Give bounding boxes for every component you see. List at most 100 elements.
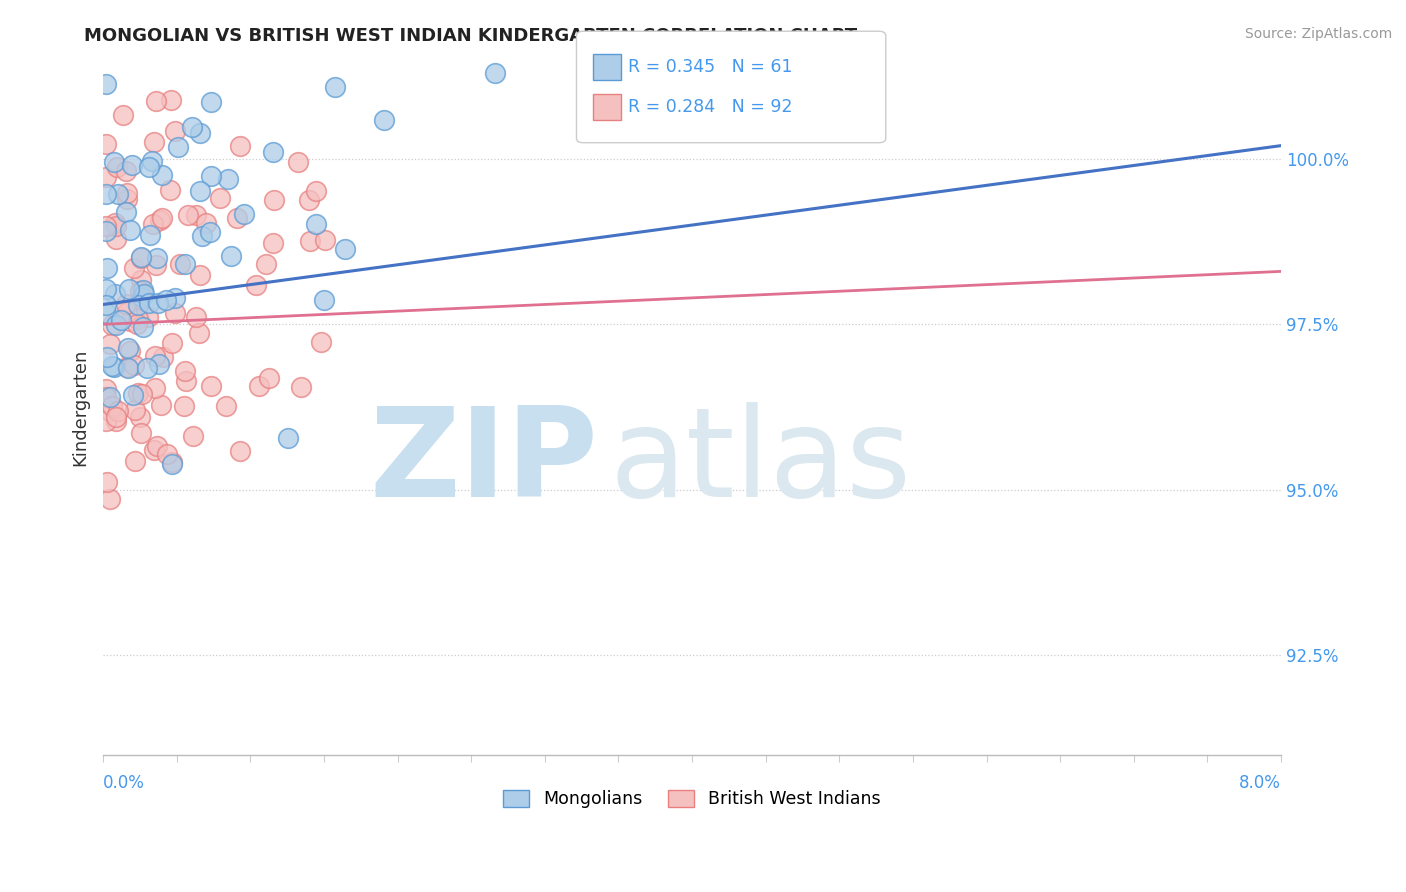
Point [94, 390, 117, 404]
Point [314, 233, 336, 247]
Point [94, 282, 117, 296]
Point [104, 287, 127, 301]
Point [96, 261, 118, 276]
Point [145, 439, 167, 453]
Point [155, 293, 177, 307]
Point [160, 457, 183, 471]
Point [118, 281, 141, 295]
Point [94, 414, 117, 428]
Point [166, 139, 188, 153]
Point [115, 164, 138, 178]
Point [94, 306, 117, 320]
Point [138, 295, 160, 310]
Point [136, 310, 159, 325]
Point [110, 313, 132, 327]
Point [114, 204, 136, 219]
Point [165, 291, 187, 305]
Point [129, 425, 152, 440]
Point [194, 216, 217, 230]
Point [107, 404, 129, 418]
Point [100, 318, 122, 332]
Point [96, 137, 118, 152]
Text: 8.0%: 8.0% [1239, 774, 1281, 792]
Point [131, 273, 153, 287]
Point [145, 259, 167, 273]
Point [105, 232, 128, 246]
Point [104, 216, 127, 230]
Point [105, 219, 128, 233]
Point [160, 455, 183, 469]
Point [174, 363, 197, 377]
Point [181, 120, 204, 134]
Point [156, 447, 179, 461]
Point [177, 208, 200, 222]
Point [143, 443, 166, 458]
Point [125, 318, 148, 332]
Point [198, 225, 221, 239]
Point [163, 124, 186, 138]
Text: R = 0.345   N = 61: R = 0.345 N = 61 [628, 58, 793, 76]
Point [132, 286, 155, 301]
Point [209, 191, 232, 205]
Point [124, 402, 146, 417]
Point [305, 184, 328, 198]
Point [100, 404, 122, 418]
Point [122, 261, 145, 276]
Point [118, 344, 141, 359]
Point [121, 158, 143, 172]
Point [129, 251, 152, 265]
Point [94, 382, 117, 396]
Point [98, 491, 121, 506]
Point [160, 93, 183, 107]
Point [96, 475, 118, 489]
Point [298, 193, 321, 207]
Point [105, 160, 128, 174]
Point [115, 359, 138, 374]
Point [373, 113, 395, 128]
Point [132, 320, 155, 334]
Point [115, 186, 138, 200]
Point [229, 444, 252, 458]
Point [163, 306, 186, 320]
Point [138, 161, 160, 175]
Point [254, 257, 277, 271]
Point [262, 145, 284, 160]
Point [117, 341, 139, 355]
Point [143, 381, 166, 395]
Point [299, 234, 322, 248]
Text: ZIP: ZIP [368, 402, 598, 524]
Point [146, 295, 169, 310]
Point [277, 431, 299, 445]
Point [122, 358, 145, 372]
Y-axis label: Kindergarten: Kindergarten [72, 349, 89, 466]
Point [323, 80, 346, 95]
Point [127, 386, 149, 401]
Point [127, 298, 149, 312]
Point [184, 310, 207, 324]
Text: 0.0%: 0.0% [103, 774, 145, 792]
Point [290, 380, 312, 394]
Point [226, 211, 249, 225]
Point [287, 155, 309, 169]
Point [229, 138, 252, 153]
Text: R = 0.284   N = 92: R = 0.284 N = 92 [628, 98, 793, 116]
Point [94, 77, 117, 91]
Point [247, 378, 270, 392]
Point [96, 350, 118, 364]
Point [217, 172, 239, 186]
Point [94, 169, 117, 184]
Point [94, 187, 117, 202]
Text: Source: ZipAtlas.com: Source: ZipAtlas.com [1244, 27, 1392, 41]
Point [131, 386, 153, 401]
Point [333, 242, 356, 256]
Point [103, 154, 125, 169]
Point [101, 399, 124, 413]
Point [148, 357, 170, 371]
Point [314, 293, 336, 307]
Point [174, 374, 197, 388]
Point [149, 213, 172, 227]
Point [104, 413, 127, 427]
Point [173, 399, 195, 413]
Text: MONGOLIAN VS BRITISH WEST INDIAN KINDERGARTEN CORRELATION CHART: MONGOLIAN VS BRITISH WEST INDIAN KINDERG… [84, 27, 858, 45]
Point [174, 257, 197, 271]
